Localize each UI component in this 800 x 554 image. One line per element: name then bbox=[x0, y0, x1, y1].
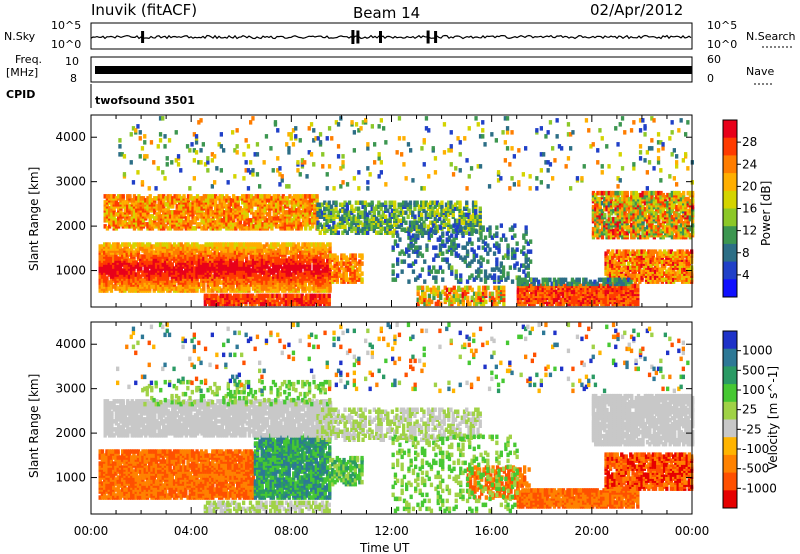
station-title: Inuvik (fitACF) bbox=[91, 1, 197, 19]
y-tick-label: 3000 bbox=[55, 175, 86, 189]
nave-label: Nave bbox=[746, 65, 774, 78]
colorbar-tick-label: 24 bbox=[742, 157, 757, 171]
colorbar-segment bbox=[723, 437, 737, 456]
noise-right-tick-top: 10^5 bbox=[707, 19, 737, 32]
noise-trace bbox=[90, 30, 692, 44]
noise-left-tick-top: 10^5 bbox=[51, 19, 81, 32]
colorbar-segment bbox=[723, 173, 737, 192]
colorbar-tick-label: 16 bbox=[742, 202, 757, 216]
colorbar-tick-label: -500 bbox=[742, 462, 769, 476]
colorbar-segment bbox=[723, 279, 737, 298]
power-colorbar: 28 24 20 16 12 8 4 bbox=[722, 119, 757, 298]
power-colorbar-title: Power [dB] bbox=[759, 181, 773, 246]
time-tick-label: 08:00 bbox=[274, 524, 309, 538]
power-y-axis-label: Slant Range [km] bbox=[27, 167, 41, 271]
freq-panel bbox=[90, 56, 693, 83]
time-tick-label: 20:00 bbox=[575, 524, 610, 538]
noise-right-label: N.Search bbox=[746, 30, 796, 43]
y-tick-label: 2000 bbox=[55, 219, 86, 233]
time-tick-label: 16:00 bbox=[474, 524, 509, 538]
y-tick-label: 4000 bbox=[55, 130, 86, 144]
colorbar-segment bbox=[723, 472, 737, 491]
colorbar-segment bbox=[723, 331, 737, 350]
nave-tick-bottom: 0 bbox=[707, 72, 714, 85]
power-x-ticks bbox=[90, 115, 693, 307]
colorbar-segment bbox=[723, 208, 737, 227]
noise-left-tick-bottom: 10^0 bbox=[51, 38, 81, 51]
colorbar-segment bbox=[723, 401, 737, 420]
power-y-ticks: 1000 2000 3000 4000 bbox=[55, 130, 692, 278]
freq-tick-bottom: 8 bbox=[70, 72, 77, 85]
colorbar-tick-label: 4 bbox=[742, 268, 750, 282]
velocity-x-ticks bbox=[90, 322, 693, 514]
colorbar-tick-label: 1000 bbox=[742, 344, 773, 358]
date-title: 02/Apr/2012 bbox=[590, 1, 683, 19]
time-tick-label: 00:00 bbox=[74, 524, 109, 538]
colorbar-segment bbox=[723, 366, 737, 385]
time-axis-label: Time UT bbox=[359, 541, 410, 554]
beam-title: Beam 14 bbox=[353, 4, 420, 22]
colorbar-segment bbox=[723, 490, 737, 509]
freq-unit: [MHz] bbox=[6, 66, 38, 79]
freq-label: Freq. bbox=[15, 53, 42, 66]
velocity-colorbar-title: Velocity [m s^-1] bbox=[766, 366, 780, 470]
colorbar-segment bbox=[723, 190, 737, 209]
velocity-heatmap bbox=[98, 322, 695, 514]
velocity-colorbar: 1000 500 100 25 -25 -100 -500 -1000 bbox=[722, 330, 777, 509]
colorbar-tick-label: 8 bbox=[742, 246, 750, 260]
noise-panel bbox=[90, 22, 693, 50]
colorbar-tick-label: 25 bbox=[742, 403, 757, 417]
time-tick-label: 00:00 bbox=[675, 524, 710, 538]
freq-trace bbox=[95, 66, 692, 74]
colorbar-tick-label: 500 bbox=[742, 363, 765, 377]
y-tick-label: 4000 bbox=[55, 337, 86, 351]
nave-tick-top: 60 bbox=[707, 53, 721, 66]
colorbar-tick-label: -100 bbox=[742, 442, 769, 456]
colorbar-segment bbox=[723, 261, 737, 280]
colorbar-segment bbox=[723, 384, 737, 403]
y-tick-label: 2000 bbox=[55, 426, 86, 440]
time-tick-label: 04:00 bbox=[174, 524, 209, 538]
power-panel: 1000 2000 3000 4000 bbox=[55, 114, 695, 308]
y-tick-label: 1000 bbox=[55, 471, 86, 485]
colorbar-tick-label: -25 bbox=[742, 422, 762, 436]
velocity-panel: 1000 2000 3000 4000 bbox=[55, 321, 695, 515]
cpid-program: twofsound 3501 bbox=[95, 94, 195, 107]
colorbar-segment bbox=[723, 419, 737, 438]
noise-left-label: N.Sky bbox=[4, 30, 36, 43]
colorbar-segment bbox=[723, 137, 737, 156]
freq-tick-top: 10 bbox=[65, 55, 79, 68]
power-heatmap bbox=[98, 116, 695, 307]
colorbar-tick-label: -1000 bbox=[742, 481, 777, 495]
colorbar-tick-label: 100 bbox=[742, 383, 765, 397]
colorbar-tick-label: 28 bbox=[742, 135, 757, 149]
colorbar-segment bbox=[723, 243, 737, 263]
colorbar-segment bbox=[723, 226, 737, 245]
velocity-y-ticks: 1000 2000 3000 4000 bbox=[55, 337, 692, 485]
colorbar-tick-label: 20 bbox=[742, 179, 757, 193]
velocity-y-axis-label: Slant Range [km] bbox=[27, 374, 41, 478]
time-tick-labels: 00:00 04:00 08:00 12:00 16:00 20:00 00:00 bbox=[74, 524, 710, 538]
colorbar-segment bbox=[723, 454, 737, 474]
y-tick-label: 1000 bbox=[55, 264, 86, 278]
colorbar-tick-label: 12 bbox=[742, 224, 757, 238]
y-tick-label: 3000 bbox=[55, 382, 86, 396]
colorbar-segment bbox=[723, 155, 737, 174]
colorbar-segment bbox=[723, 348, 737, 367]
cpid-label: CPID bbox=[6, 88, 35, 101]
time-tick-label: 12:00 bbox=[374, 524, 409, 538]
noise-right-tick-bottom: 10^0 bbox=[707, 38, 737, 51]
colorbar-segment bbox=[723, 120, 737, 139]
